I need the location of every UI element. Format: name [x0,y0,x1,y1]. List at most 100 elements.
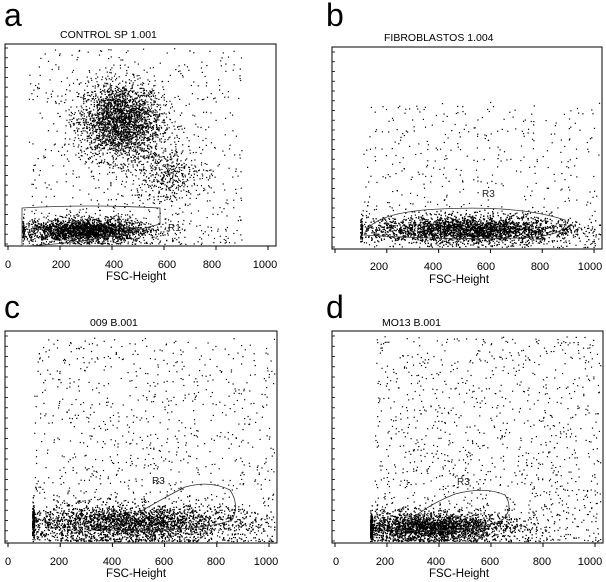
scatter-point [102,90,104,92]
scatter-point [107,98,109,101]
scatter-point [22,227,25,229]
scatter-point [100,222,102,224]
scatter-point [66,242,69,245]
scatter-point [104,106,106,108]
scatter-point [105,107,107,109]
scatter-point [121,213,123,216]
scatter-point [147,106,150,108]
scatter-point [60,235,62,237]
scatter-point [75,222,78,224]
scatter-point [102,109,104,111]
scatter-point [161,113,163,115]
scatter-point [131,135,133,137]
scatter-point [134,146,136,148]
scatter-point [84,124,86,126]
scatter-point [130,111,132,113]
scatter-point [60,230,62,232]
scatter-point [178,128,180,130]
scatter-point [99,88,102,90]
scatter-point [145,120,147,122]
scatter-point [134,105,136,107]
scatter-point [108,243,110,245]
scatter-point [146,137,149,139]
scatter-point [66,231,68,233]
scatter-point [125,116,128,118]
scatter-point [65,110,67,112]
scatter-point [96,131,98,133]
scatter-point [116,100,119,102]
scatter-point [84,98,86,100]
scatter-point [93,105,95,107]
scatter-point [126,226,128,228]
scatter-point [60,229,62,231]
scatter-point [176,136,178,138]
scatter-point [116,241,118,243]
scatter-point [120,136,122,138]
scatter-point [123,128,125,130]
scatter-point [139,114,141,116]
scatter-point [107,115,109,117]
scatter-point [115,79,117,81]
scatter-point [116,94,118,96]
scatter-point [149,96,151,98]
scatter-point [70,219,72,221]
scatter-point [85,105,87,108]
scatter-point [125,237,127,240]
scatter-point [60,216,62,218]
scatter-point [102,113,104,115]
scatter-point [134,93,136,95]
scatter-point [133,103,135,106]
scatter-point [94,141,96,143]
scatter-point [117,102,119,104]
scatter-point [123,102,125,104]
scatter-point [46,227,48,229]
scatter-point [134,124,136,127]
scatter-point [110,136,112,138]
scatter-point [126,121,128,123]
scatter-point [108,140,111,142]
scatter-point [139,109,142,112]
scatter-point [154,134,156,136]
scatter-point [126,170,128,172]
scatter-point [86,140,88,142]
scatter-point [122,218,124,220]
scatter-point [80,223,82,225]
scatter-point [153,85,155,87]
scatter-point [58,234,60,236]
scatter-point [92,148,94,151]
scatter-point [103,131,105,133]
scatter-point [120,104,122,107]
scatter-point [70,240,72,242]
scatter-point [78,128,80,130]
scatter-point [127,160,129,162]
scatter-point [164,234,166,236]
scatter-point [150,95,153,97]
scatter-point [143,132,145,135]
scatter-point [120,114,122,116]
scatter-point [124,118,126,120]
scatter-point [134,98,136,100]
scatter-point [100,225,102,227]
scatter-point [151,139,153,141]
scatter-point [124,100,126,102]
scatter-point [129,142,131,144]
scatter-point [121,118,123,120]
scatter-point [96,124,98,126]
scatter-point [86,101,88,103]
scatter-point [82,121,84,123]
scatter-point [73,231,75,234]
scatter-point [137,144,139,146]
scatter-point [123,112,125,114]
scatter-point [168,112,171,115]
scatter-point [106,129,108,131]
scatter-point [28,232,30,234]
scatter-point [52,222,54,224]
scatter-point [149,111,151,113]
scatter-point [143,116,145,118]
scatter-point [131,123,133,125]
scatter-point [63,225,66,227]
scatter-point [126,139,128,142]
scatter-point [133,73,135,75]
scatter-point [113,107,115,109]
scatter-point [109,111,111,113]
